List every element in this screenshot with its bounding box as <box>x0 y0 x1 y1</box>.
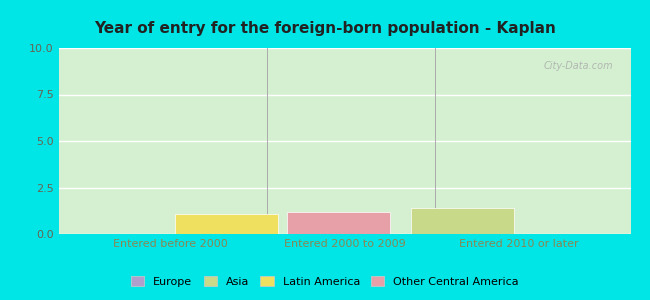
Legend: Europe, Asia, Latin America, Other Central America: Europe, Asia, Latin America, Other Centr… <box>127 272 523 291</box>
Bar <box>0 80 54 234</box>
Bar <box>287 212 390 234</box>
Text: Year of entry for the foreign-born population - Kaplan: Year of entry for the foreign-born popul… <box>94 21 556 36</box>
Bar <box>175 214 278 234</box>
Bar <box>411 208 514 234</box>
Text: City-Data.com: City-Data.com <box>543 61 614 71</box>
